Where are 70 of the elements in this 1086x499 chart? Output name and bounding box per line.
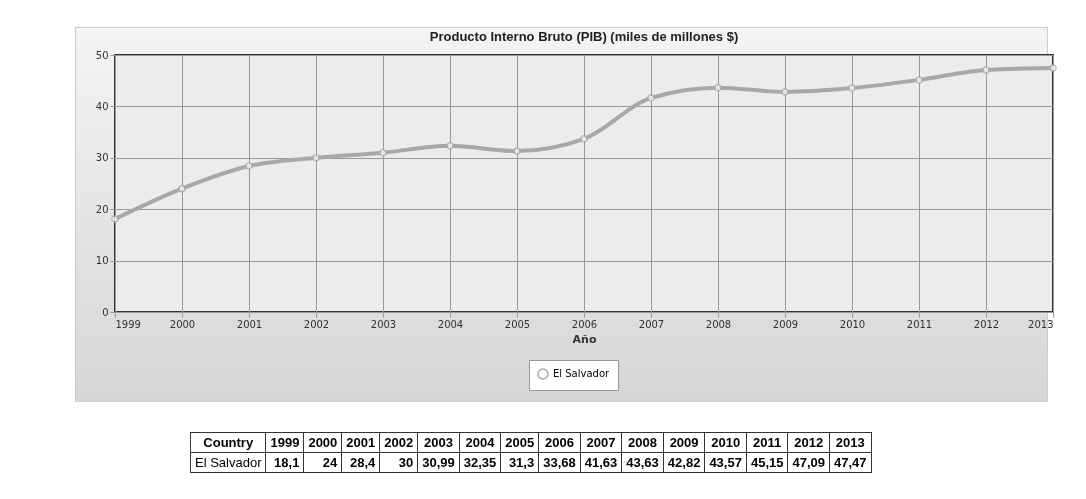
point [714, 83, 722, 92]
data-label: 43,57 [704, 452, 747, 473]
data-label: 47,47 [829, 452, 872, 473]
x-tick-label: 2005 [500, 432, 539, 453]
x-tick-label: 2008 [621, 432, 664, 453]
data-label: 31,3 [500, 452, 539, 473]
y-tick-label: 0 [102, 306, 109, 318]
point [513, 147, 521, 156]
x-tick-label: 2009 [772, 318, 799, 330]
x-tick-label: 2001 [236, 318, 263, 330]
x-tick-label: 2005 [504, 318, 531, 330]
x-tick-label: 2002 [379, 432, 418, 453]
x-tick-label: 1999 [265, 432, 304, 453]
x-tick-label: 2010 [839, 318, 866, 330]
y-tick-label: 10 [95, 255, 109, 267]
data-label: 28,4 [341, 452, 380, 473]
data-label: 30 [379, 452, 418, 473]
text: Country [190, 432, 266, 453]
data-label: 41,63 [580, 452, 622, 473]
x-tick-label: 2003 [370, 318, 397, 330]
x-tick-label: 2007 [580, 432, 622, 453]
data-label: 47,09 [787, 452, 830, 473]
point [245, 162, 253, 170]
x-tick-label: 2002 [303, 318, 330, 330]
x-tick-label: 2012 [787, 432, 830, 453]
point [781, 88, 789, 96]
x-tick-label: 2013 [1028, 318, 1054, 330]
x-tick-label: 2011 [746, 432, 788, 453]
x-tick-label: 2009 [663, 432, 705, 453]
y-tick-label: 20 [95, 203, 109, 215]
data-label: 32,35 [459, 452, 501, 473]
point [580, 134, 588, 143]
legend-label: El Salvador [553, 368, 611, 379]
data-label: 45,15 [746, 452, 788, 473]
point [446, 141, 454, 150]
data-label: 24 [303, 452, 342, 473]
data-label: 30,99 [417, 452, 460, 473]
x-tick-label: 2001 [341, 432, 380, 453]
point [647, 94, 655, 102]
x-tick-label: 2004 [459, 432, 501, 453]
y-tick-label: 50 [95, 49, 109, 61]
point [848, 84, 856, 92]
data-label: 33,68 [538, 452, 581, 473]
x-tick-label: 2006 [571, 318, 598, 330]
point [111, 215, 119, 223]
point [1049, 64, 1057, 72]
y-tick-label: 40 [95, 100, 109, 112]
x-tick-label: 2011 [906, 318, 933, 330]
point [982, 66, 990, 74]
x-tick-label: 2006 [538, 432, 581, 453]
x-axis-title: Año [572, 332, 597, 346]
x-tick-label: 1999 [115, 318, 141, 330]
chart-title: Producto Interno Bruto (PIB) (miles de millones $) [429, 29, 739, 44]
data-label: 42,82 [663, 452, 705, 473]
x-tick-label: 2008 [705, 318, 732, 330]
point [379, 148, 387, 157]
y-tick-label: 30 [95, 152, 109, 164]
x-tick-label: 2013 [829, 432, 872, 453]
x-tick-label: 2000 [303, 432, 342, 453]
x-tick-label: 2007 [638, 318, 665, 330]
x-tick-label: 2003 [417, 432, 460, 453]
x-tick-label: 2000 [169, 318, 196, 330]
x-tick-label: 2010 [704, 432, 747, 453]
point [178, 184, 186, 193]
point [312, 153, 320, 162]
x-tick-label: 2004 [437, 318, 464, 330]
point [915, 76, 923, 84]
data-label: 43,63 [621, 452, 664, 473]
x-tick-label: 2012 [973, 318, 1000, 330]
data-label: 18,1 [265, 452, 304, 473]
